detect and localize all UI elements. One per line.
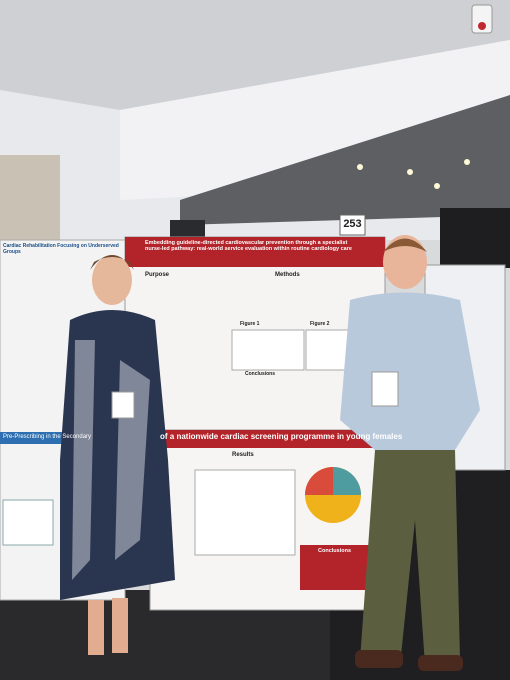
poster-title: Embedding guideline-directed cardiovascu… [145,240,352,253]
shoe [418,655,463,671]
man-hair [383,238,427,252]
poster-header [150,430,382,448]
poster-heading: Figure 2 [310,321,330,327]
dark-panel [440,208,510,268]
poster-heading: Conclusions [245,371,276,377]
woman-leg [112,598,128,653]
poster-heading: Conclusions [318,548,352,554]
poster-figure [2,499,54,546]
woman-leg [88,600,104,655]
light [407,169,413,175]
name-badge [371,371,399,407]
light [357,164,363,170]
poster-figure [305,329,349,371]
poster-figure [231,329,305,371]
shoe [355,650,403,668]
poster-title: Cardiac Rehabilitation Focusing on Under… [3,243,119,255]
light [434,183,440,189]
alarm [471,4,493,34]
poster-figure [194,469,296,556]
man-head [383,235,427,289]
man-shirt [340,292,480,450]
woman-hair [90,255,134,270]
name-badge [111,391,135,419]
number-sign [339,214,366,236]
stand-number: 253 [343,218,362,230]
woman-head [92,255,132,305]
dark-panel [170,220,205,238]
poster-heading: Figure 1 [240,321,260,327]
poster-title: of a nationwide cardiac screening progra… [160,432,403,441]
woman-dress [60,310,175,600]
ceiling [0,0,510,110]
poster-heading: Results [232,452,254,458]
pie-slice [333,467,361,495]
poster-heading: Methods [275,272,300,278]
poster-heading: Pre-Prescribing in the Secondary [3,434,92,440]
ceiling-soffit [180,95,510,225]
pie-slice [305,467,333,495]
alarm-light [478,22,486,30]
doorway [0,155,60,240]
man-trousers [360,450,460,665]
poster-header [125,237,385,267]
poster-heading: Purpose [145,272,170,278]
poster-box [300,545,375,590]
light [464,159,470,165]
